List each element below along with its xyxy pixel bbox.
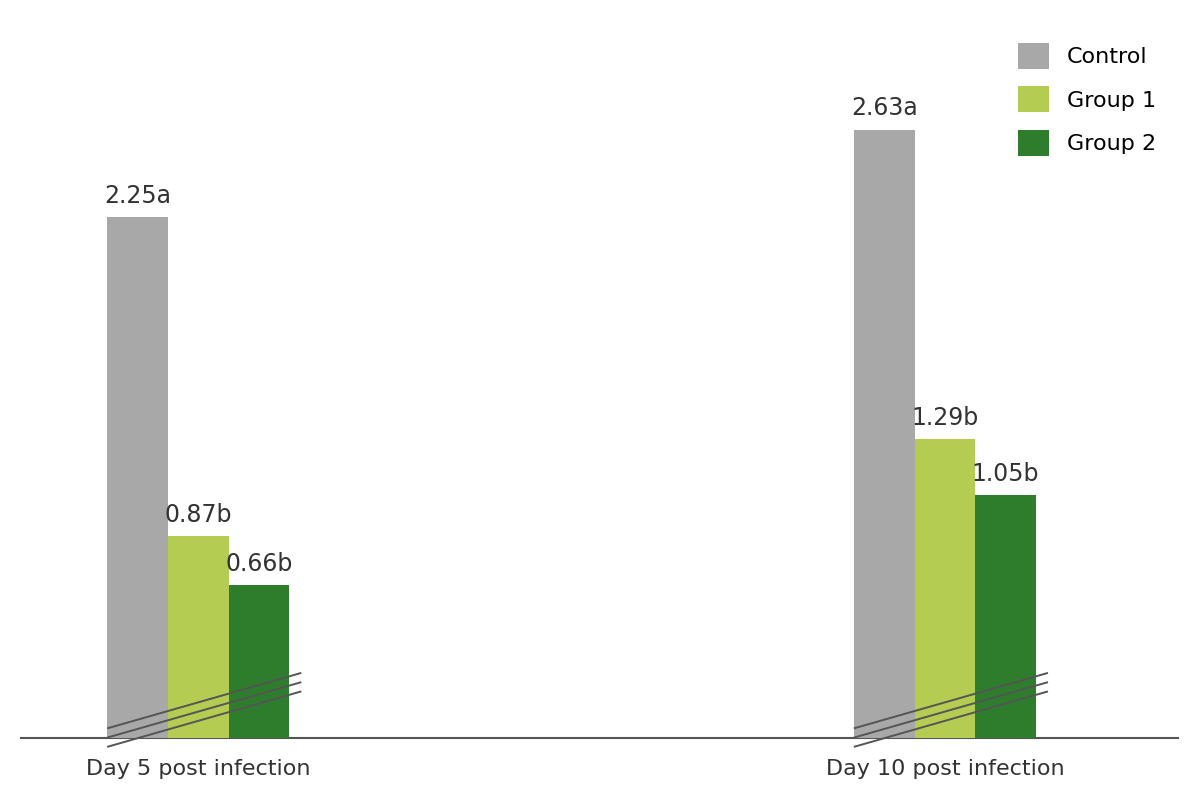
Text: 2.63a: 2.63a [851, 96, 917, 120]
Bar [229, 585, 289, 738]
Bar [975, 495, 1036, 738]
Bar [915, 439, 975, 738]
Bar [107, 218, 168, 738]
Legend: Control, Group 1, Group 2: Control, Group 1, Group 2 [1007, 32, 1167, 166]
Bar [854, 130, 915, 738]
Bar [168, 537, 229, 738]
Text: 0.87b: 0.87b [164, 503, 231, 527]
Text: 2.25a: 2.25a [104, 184, 171, 208]
Text: 0.66b: 0.66b [225, 552, 293, 576]
Text: 1.05b: 1.05b [971, 462, 1040, 486]
Text: 1.29b: 1.29b [911, 406, 978, 430]
